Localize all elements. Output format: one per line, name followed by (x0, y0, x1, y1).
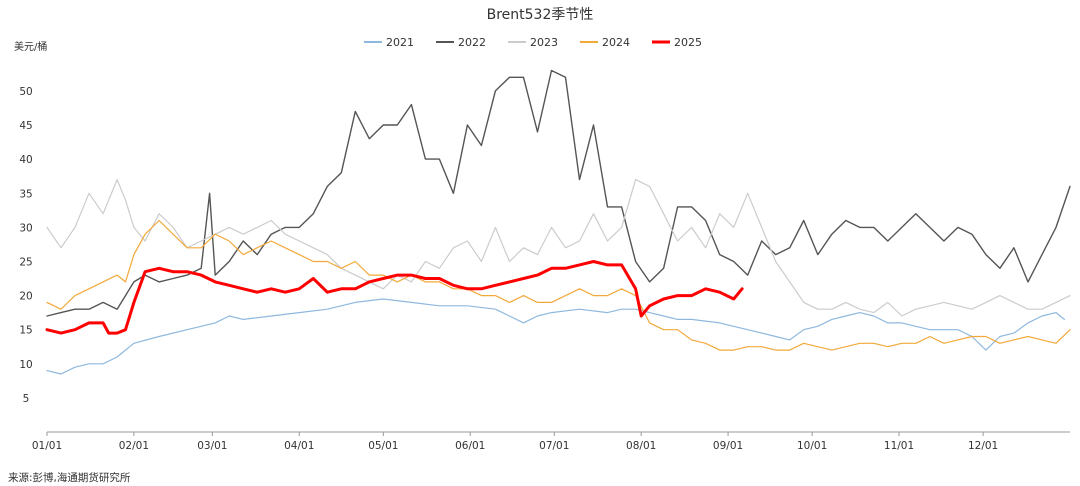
legend-label-2024: 2024 (602, 36, 630, 49)
y-tick-label: 45 (19, 120, 32, 132)
y-tick-label: 25 (19, 256, 32, 268)
x-tick-label: 08/01 (626, 440, 656, 452)
series-line-2022 (46, 69, 1071, 317)
x-axis: 01/01 02/01 03/01 04/01 05/01 06/01 07/01 08/01… (32, 431, 1070, 452)
source-note: 来源:彭博,海通期货研究所 (8, 471, 131, 484)
legend-label-2022: 2022 (458, 36, 486, 49)
y-tick-label: 50 (19, 86, 32, 98)
x-tick-label: 04/01 (284, 440, 314, 452)
series-line-2025 (45, 260, 744, 335)
x-tick-label: 09/01 (713, 440, 743, 452)
y-tick-label: 10 (19, 359, 32, 371)
series-line-2021 (46, 298, 1066, 375)
y-axis-unit: 美元/桶 (14, 40, 47, 53)
legend-label-2023: 2023 (530, 36, 558, 49)
x-tick-label: 06/01 (455, 440, 485, 452)
x-tick-label: 01/01 (32, 440, 62, 452)
y-tick-label: 5 (23, 393, 30, 405)
series-line-2023 (46, 179, 1071, 317)
legend-label-2025: 2025 (674, 36, 702, 49)
y-tick-label: 35 (19, 188, 32, 200)
x-tick-label: 03/01 (197, 440, 227, 452)
y-tick-label: 15 (19, 325, 32, 337)
x-tick-label: 02/01 (119, 440, 149, 452)
y-tick-label: 40 (19, 154, 32, 166)
legend-label-2021: 2021 (386, 36, 414, 49)
y-tick-label: 20 (19, 291, 32, 303)
x-tick-label: 10/01 (797, 440, 827, 452)
chart-title: Brent532季节性 (487, 7, 594, 23)
y-tick-label: 30 (19, 222, 32, 234)
x-tick-label: 05/01 (368, 440, 398, 452)
x-tick-label: 07/01 (539, 440, 569, 452)
series-layer (45, 69, 1071, 375)
x-tick-label: 11/01 (884, 440, 914, 452)
series-line-2024 (46, 219, 1071, 351)
x-tick-label: 12/01 (968, 440, 998, 452)
y-axis-ticks: 5 10 15 20 25 30 35 40 45 50 (19, 86, 32, 405)
legend: 2021 2022 2023 2024 2025 (364, 36, 702, 49)
